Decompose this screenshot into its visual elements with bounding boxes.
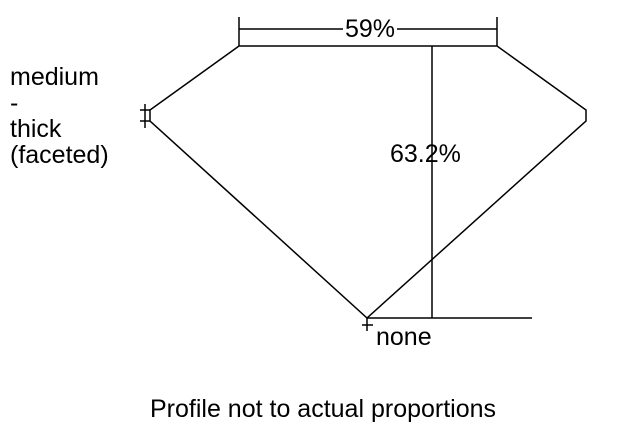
table-width-label: 59% (343, 15, 398, 43)
culet-label: none (376, 323, 432, 351)
girdle-label-line: medium (10, 63, 99, 91)
girdle-label-line: (faceted) (10, 141, 109, 169)
girdle-label-line: - (10, 89, 19, 117)
footnote: Profile not to actual proportions (150, 395, 497, 423)
gem-outline (149, 45, 587, 320)
total-depth-label: 63.2% (390, 140, 461, 168)
girdle-label: medium - thick (faceted) (10, 64, 109, 168)
girdle-label-line: thick (10, 115, 62, 143)
